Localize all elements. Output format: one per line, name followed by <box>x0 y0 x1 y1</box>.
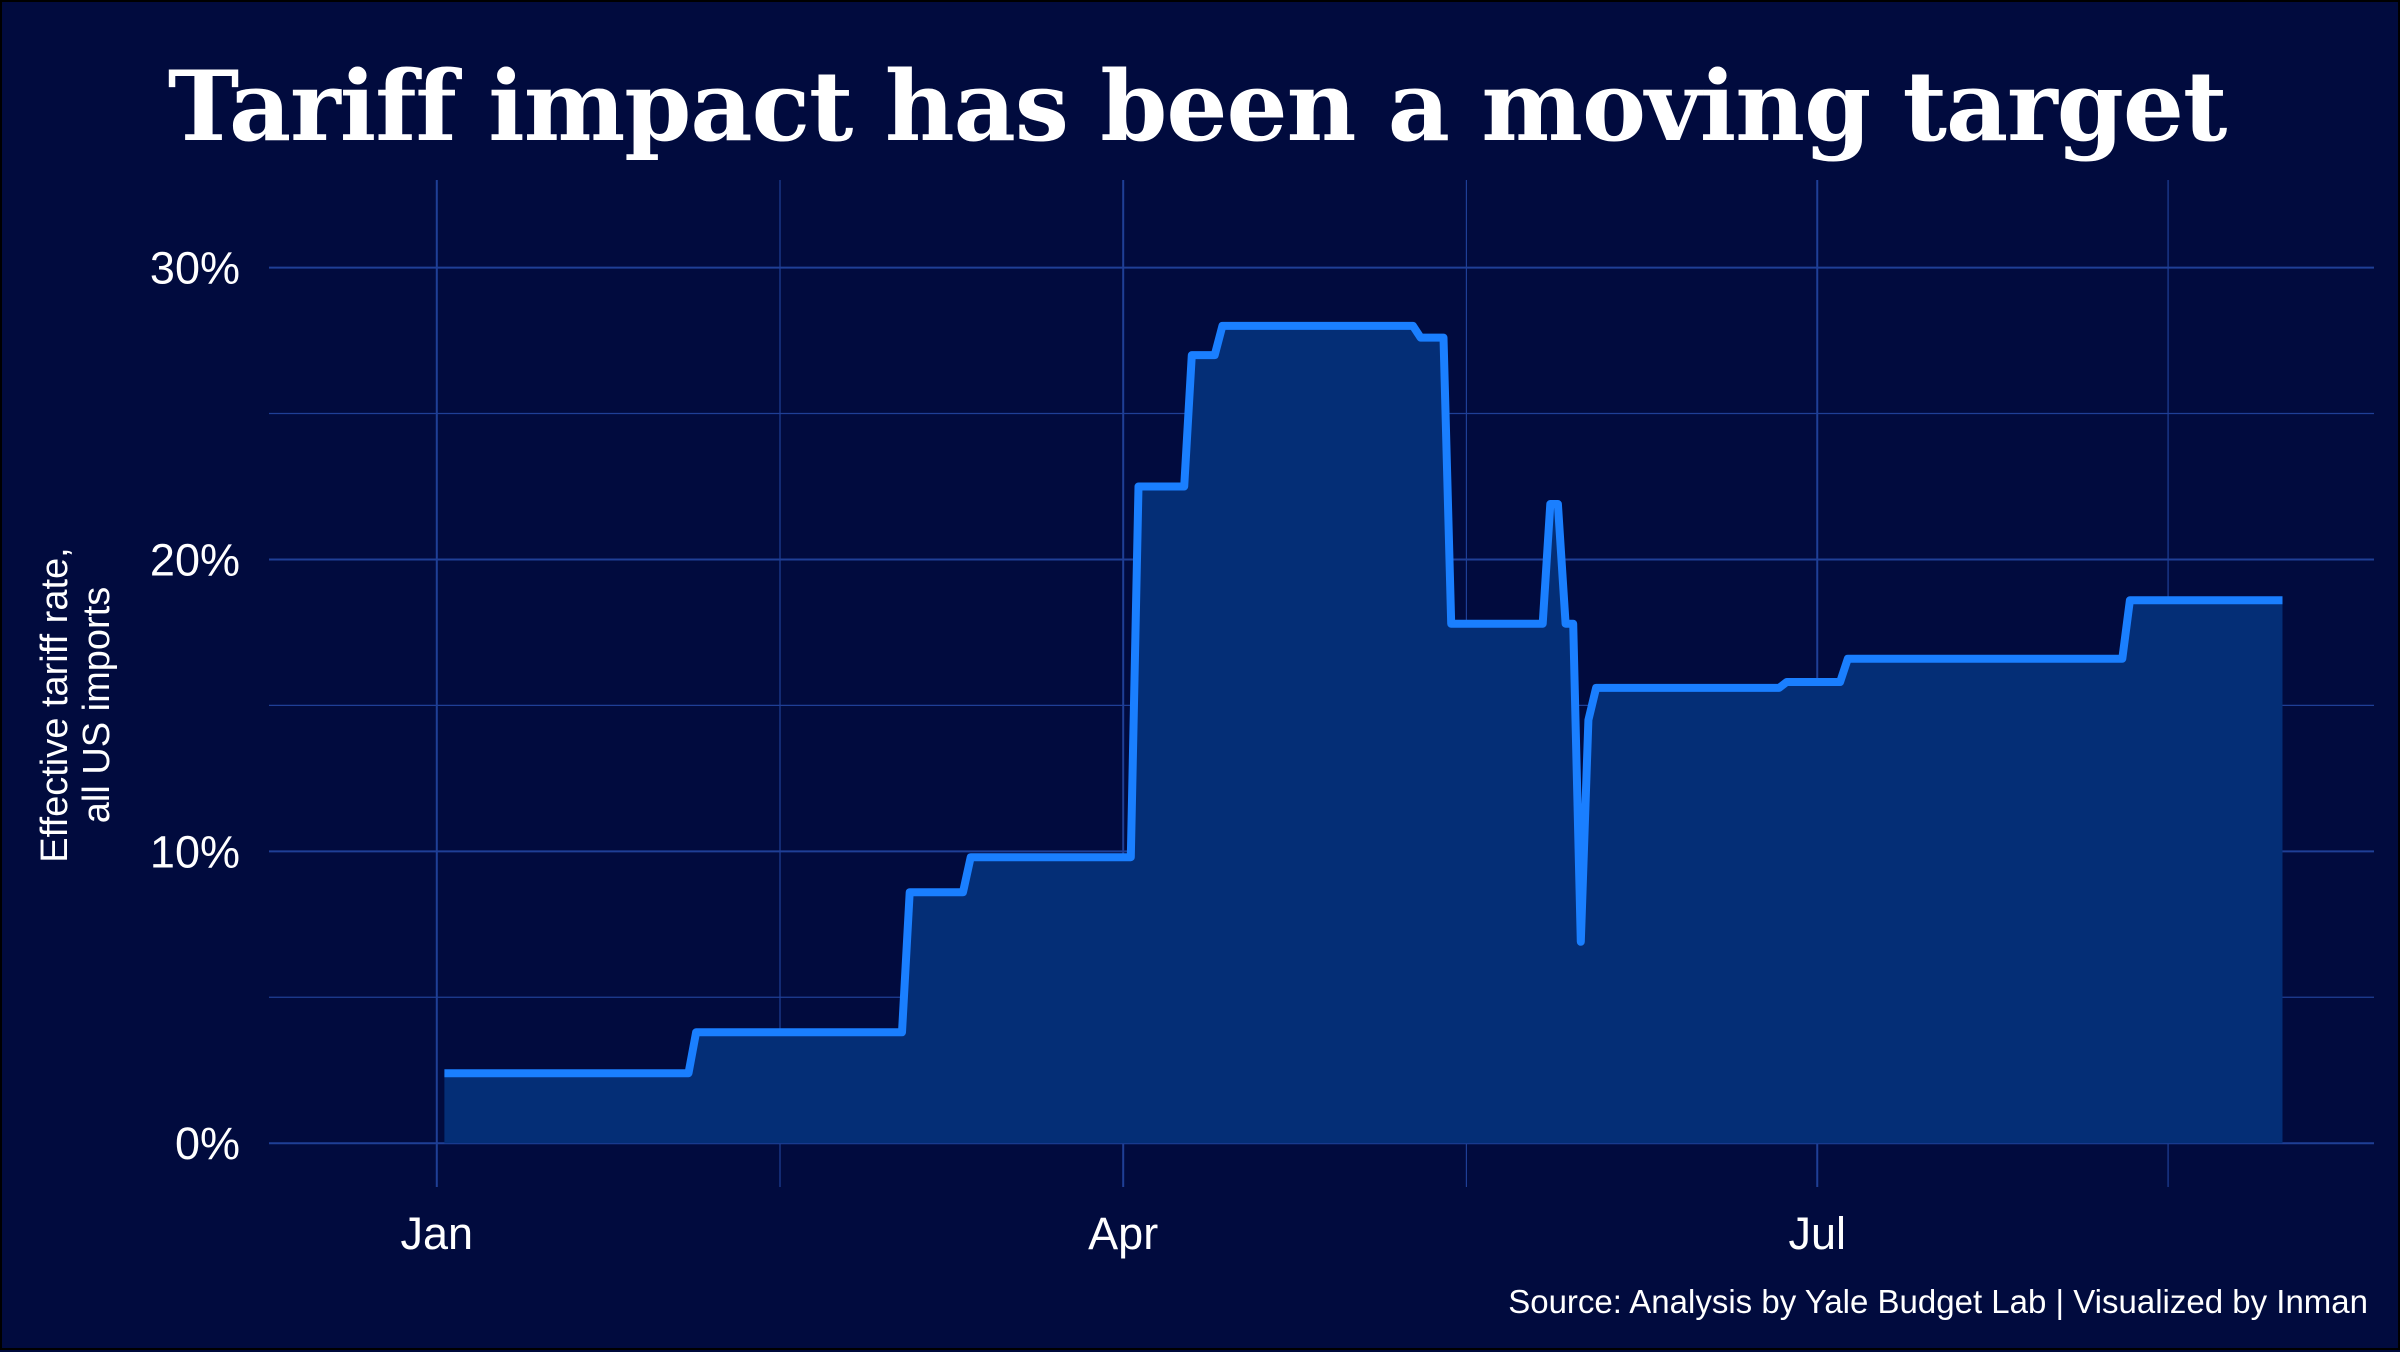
y-axis-label: Effective tariff rate,all US imports <box>34 547 118 862</box>
chart-title: Tariff impact has been a moving target <box>167 50 2228 163</box>
source-note: Source: Analysis by Yale Budget Lab | Vi… <box>1508 1283 2368 1320</box>
y-axis-ticks: 0% 10% 20% 30% <box>150 243 240 1170</box>
y-tick-label-3: 30% <box>150 243 240 294</box>
y-axis-label-line-1: all US imports <box>76 587 118 824</box>
x-tick-label-2: Jul <box>1788 1208 1846 1259</box>
y-tick-label-2: 20% <box>150 534 240 585</box>
area-fill <box>444 325 2283 1144</box>
series-line <box>444 321 2283 1078</box>
x-axis-ticks: Jan Apr Jul <box>401 1208 1846 1259</box>
x-tick-label-0: Jan <box>401 1208 474 1259</box>
y-axis-label-line-0: Effective tariff rate, <box>34 547 76 862</box>
x-tick-label-1: Apr <box>1088 1208 1158 1259</box>
y-tick-label-1: 10% <box>150 826 240 877</box>
y-tick-label-0: 0% <box>175 1118 240 1169</box>
